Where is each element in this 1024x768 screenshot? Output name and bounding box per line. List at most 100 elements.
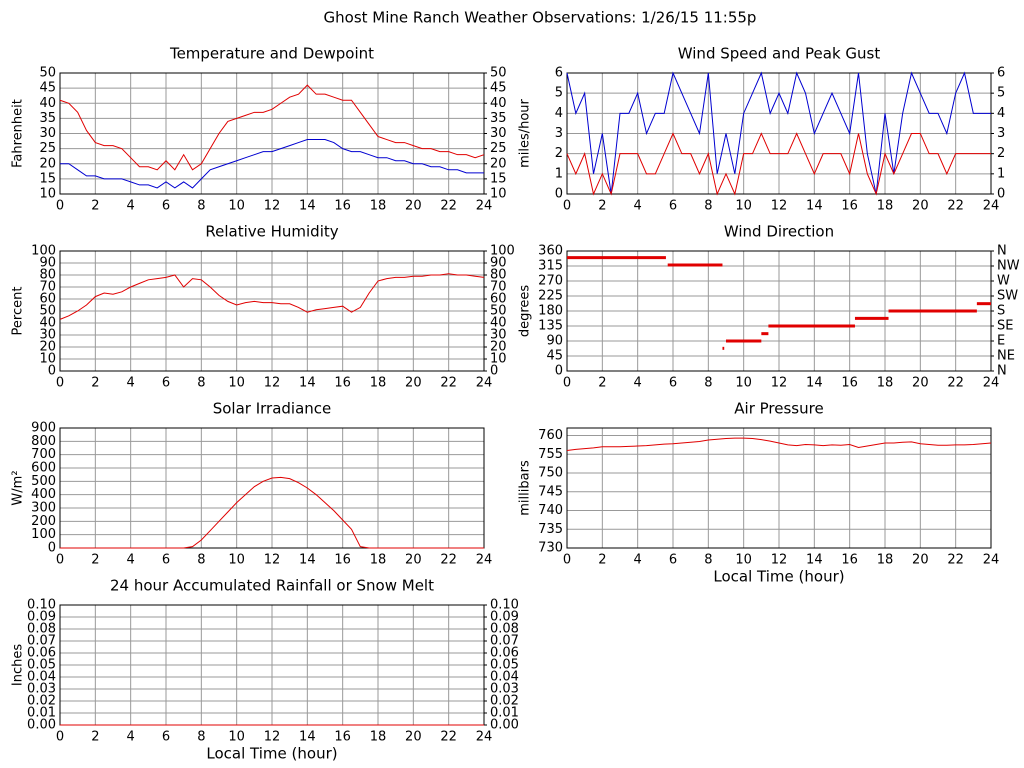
y2-tick-label: 50 [490,66,507,81]
y-tick-label: 45 [546,349,563,364]
y-tick-label: 45 [39,81,56,96]
y2-tick-label: E [997,334,1005,349]
y-tick-label: 0.10 [27,598,56,613]
y2-tick-label: W [997,274,1010,289]
y2-tick-label: 90 [490,256,507,271]
data-line [566,132,991,196]
y-tick-label: 700 [31,447,56,462]
plot-frame [566,250,992,372]
chart-title: Solar Irradiance [213,400,332,418]
y-tick-label: 745 [538,484,563,499]
y-tick-label: 15 [39,171,56,186]
x-tick-label: 24 [983,553,1000,568]
x-tick-label: 0 [563,199,571,214]
y2-tick-label: SW [997,289,1018,304]
x-tick-label: 8 [197,553,205,568]
y-tick-label: 40 [39,96,56,111]
y2-tick-label: 60 [490,292,507,307]
y-axis-label: millibars [518,460,533,516]
y2-tick-label: 2 [997,146,1005,161]
plot-frame [59,72,485,195]
x-tick-label: 16 [334,730,351,745]
y2-tick-label: 0.09 [490,610,519,625]
y-tick-label: 10 [39,352,56,367]
x-tick-label: 14 [299,553,316,568]
x-tick-label: 14 [299,730,316,745]
y-axis-label: W/m² [11,470,26,505]
data-line [566,437,992,451]
x-tick-label: 14 [299,376,316,391]
data-line [566,71,991,195]
y2-tick-label: 100 [490,244,515,259]
data-line [60,476,484,549]
y2-tick-label: 0.02 [490,694,519,709]
x-tick-label: 16 [334,199,351,214]
y2-tick-label: 70 [490,280,507,295]
y-tick-label: 20 [39,340,56,355]
y-axis-label: miles/hour [518,98,533,167]
y2-tick-label: 0 [997,187,1005,202]
x-tick-label: 20 [912,553,929,568]
y2-tick-label: 0.10 [490,598,519,613]
y-tick-label: 50 [39,66,56,81]
y-tick-label: 70 [39,280,56,295]
y2-tick-label: 0.07 [490,634,519,649]
y-tick-label: 0 [48,541,56,556]
x-tick-label: 4 [634,199,642,214]
y2-tick-label: 6 [997,66,1005,81]
x-tick-label: 0 [56,730,64,745]
x-tick-label: 8 [704,376,712,391]
y-tick-label: 20 [39,156,56,171]
x-tick-label: 6 [162,199,170,214]
x-tick-label: 2 [598,553,606,568]
y-tick-label: 730 [538,541,563,556]
plot-frame [566,427,992,549]
x-tick-label: 16 [841,376,858,391]
x-tick-label: 16 [841,553,858,568]
y2-tick-label: 0.06 [490,646,519,661]
y-tick-label: 0 [555,187,563,202]
x-tick-label: 20 [405,730,422,745]
y2-tick-label: N [997,244,1007,259]
y-tick-label: 30 [39,126,56,141]
y-tick-label: 0.06 [27,646,56,661]
x-tick-label: 4 [634,376,642,391]
x-tick-label: 14 [299,199,316,214]
x-tick-label: 24 [476,553,493,568]
x-tick-label: 0 [56,376,64,391]
x-tick-label: 18 [370,199,387,214]
y-tick-label: 0.02 [27,694,56,709]
y-tick-label: 5 [555,86,563,101]
y-tick-label: 500 [31,474,56,489]
x-tick-label: 18 [370,376,387,391]
x-tick-label: 2 [91,376,99,391]
y2-tick-label: 0.05 [490,658,519,673]
x-tick-label: 24 [983,376,1000,391]
chart-title: 24 hour Accumulated Rainfall or Snow Mel… [110,577,434,595]
data-line [59,84,485,171]
x-tick-label: 16 [841,199,858,214]
x-tick-label: 20 [912,376,929,391]
y-tick-label: 180 [538,304,563,319]
y-tick-label: 90 [39,256,56,271]
y2-tick-label: NW [997,259,1020,274]
y2-tick-label: 35 [490,111,507,126]
y-tick-label: 0.03 [27,682,56,697]
x-tick-label: 24 [476,199,493,214]
y-tick-label: 0 [555,364,563,379]
x-tick-label: 8 [704,553,712,568]
x-tick-label: 10 [228,553,245,568]
x-tick-label: 2 [91,730,99,745]
y-tick-label: 400 [31,487,56,502]
x-tick-label: 14 [806,553,823,568]
x-tick-label: 6 [162,376,170,391]
data-line [60,139,484,189]
x-tick-label: 8 [704,199,712,214]
x-tick-label: 14 [806,376,823,391]
y2-tick-label: 3 [997,126,1005,141]
x-tick-label: 24 [476,376,493,391]
y-tick-label: 0 [48,364,56,379]
x-tick-label: 2 [598,376,606,391]
y-tick-label: 30 [39,328,56,343]
